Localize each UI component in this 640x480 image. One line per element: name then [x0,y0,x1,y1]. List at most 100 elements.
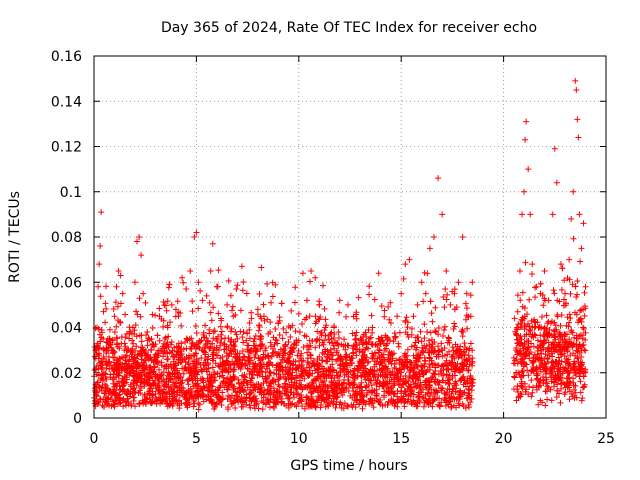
data-point [539,292,546,299]
data-point [353,309,360,316]
data-point [529,366,536,373]
data-point [319,357,326,364]
data-point [265,358,272,365]
data-point [156,305,163,312]
data-point [104,385,111,392]
data-point [556,331,563,338]
data-point [112,299,119,306]
data-point [228,307,235,314]
data-point [98,387,105,394]
data-point [274,395,281,402]
data-point [319,394,326,401]
data-point [351,370,358,377]
data-point [382,363,389,370]
data-point [558,286,565,293]
data-point [309,379,316,386]
data-point [193,229,200,236]
data-point [228,377,235,384]
data-point [227,398,234,405]
data-point [379,337,386,344]
data-point [412,346,419,353]
data-point [292,284,299,291]
data-point [265,330,272,337]
data-point [403,352,410,359]
data-point [445,362,452,369]
data-point [411,342,418,349]
data-point [466,386,473,393]
data-point [345,387,352,394]
data-point [164,298,171,305]
data-point [565,362,572,369]
data-point [450,326,457,333]
data-point [195,279,202,286]
data-point [568,327,575,334]
data-point [428,374,435,381]
data-point [580,324,587,331]
data-point [461,340,468,347]
data-point [315,369,322,376]
data-point [566,388,573,395]
data-point [538,313,545,320]
data-point [304,393,311,400]
data-point [279,335,286,342]
data-point [154,375,161,382]
data-point [275,320,282,327]
data-point [264,280,271,287]
data-point [442,402,449,409]
data-point [361,374,368,381]
data-point [384,401,391,408]
data-point [109,350,116,357]
data-point [343,353,350,360]
data-point [308,267,315,274]
data-point [94,401,101,408]
data-point [395,343,402,350]
data-point [417,328,424,335]
data-point [238,361,245,368]
data-point [190,377,197,384]
data-point [135,390,142,397]
data-point [322,403,329,410]
data-point [348,401,355,408]
data-point [246,368,253,375]
data-point [103,362,110,369]
data-point [239,287,246,294]
data-point [175,351,182,358]
data-point [114,400,121,407]
data-point [98,326,105,333]
data-point [362,329,369,336]
data-point [465,352,472,359]
y-tick-label: 0 [73,411,82,427]
data-point [133,343,140,350]
data-point [190,398,197,405]
data-point [301,367,308,374]
data-point [122,311,129,318]
data-point [104,401,111,408]
data-point [205,392,212,399]
data-point [345,369,352,376]
data-point [168,301,175,308]
data-point [440,332,447,339]
data-point [426,347,433,354]
data-point [333,347,340,354]
data-point [329,352,336,359]
data-point [570,379,577,386]
data-point [364,359,371,366]
data-point [270,370,277,377]
data-point [166,349,173,356]
data-point [546,326,553,333]
data-point [234,360,241,367]
data-point [435,324,442,331]
data-point [283,376,290,383]
data-point [567,365,574,372]
data-point [92,347,99,354]
data-point [227,366,234,373]
data-point [526,383,533,390]
data-point [111,391,118,398]
data-point [513,356,520,363]
data-point [292,328,299,335]
data-point [129,386,136,393]
data-point [463,290,470,297]
data-point [204,368,211,375]
data-point [570,235,577,242]
data-point [129,390,136,397]
